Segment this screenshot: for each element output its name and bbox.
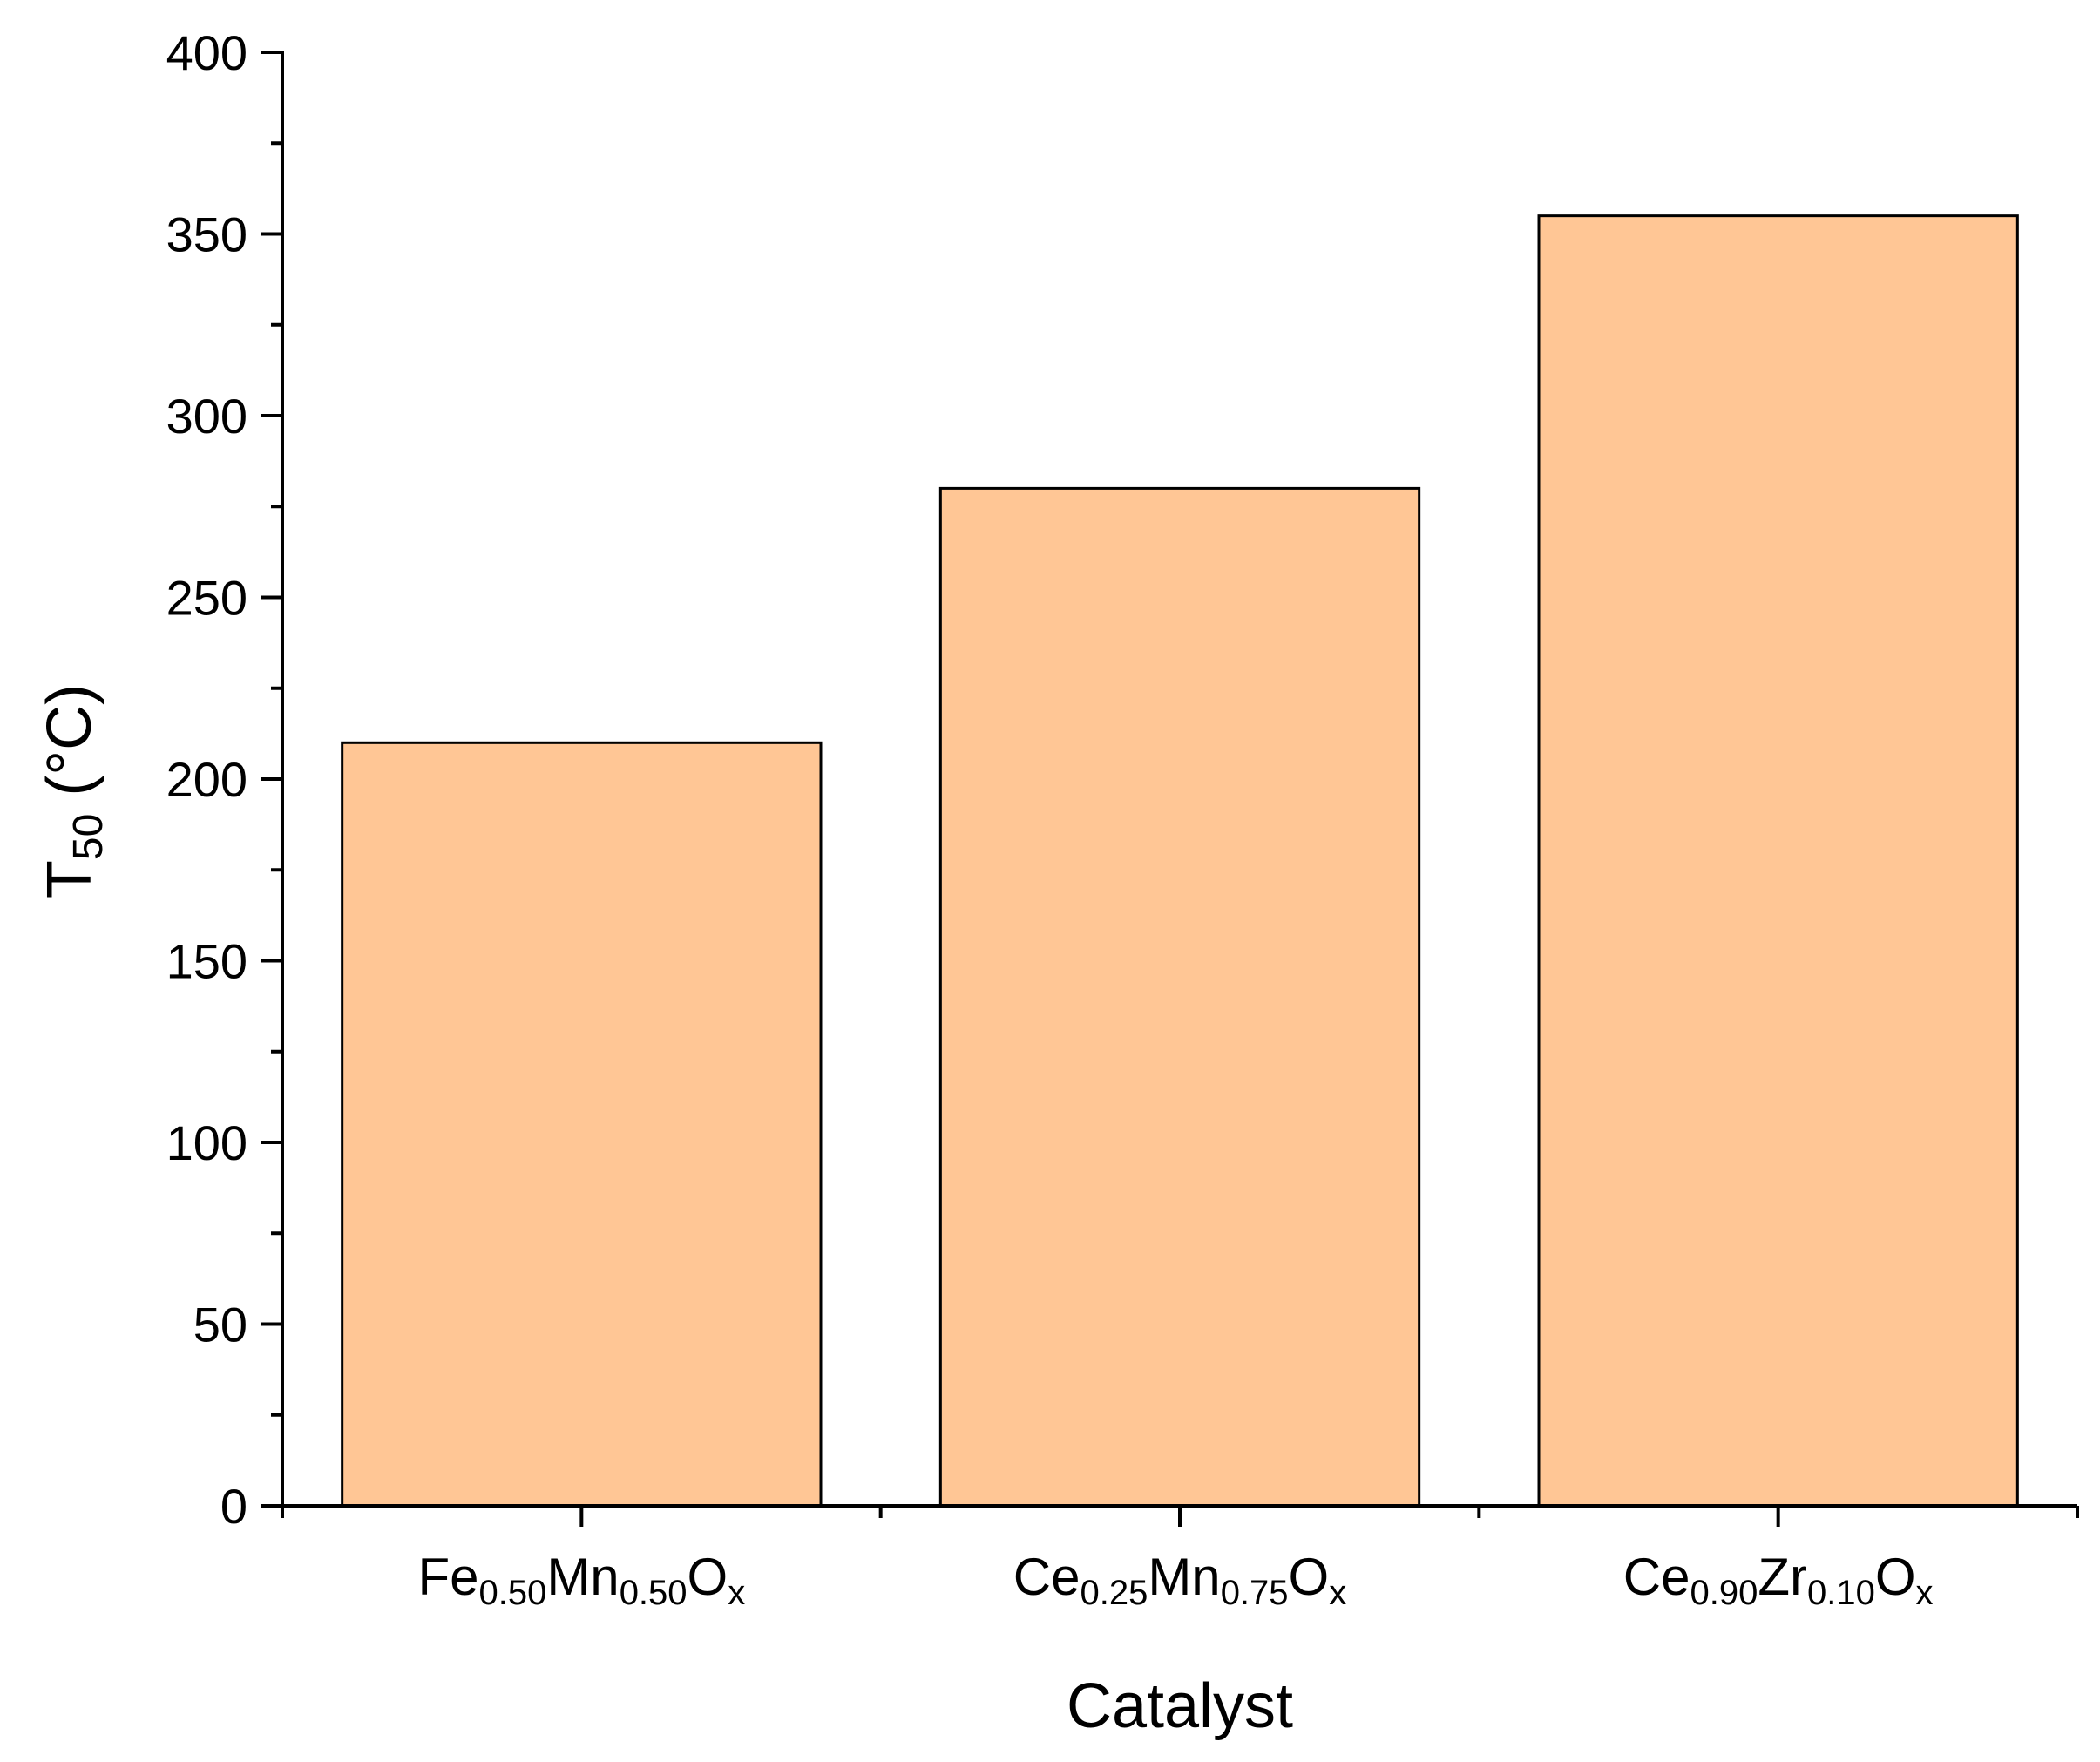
y-tick-label: 100 <box>166 1115 247 1170</box>
axes-layer <box>261 51 2079 1527</box>
x-axis-title: Catalyst <box>1067 1671 1293 1741</box>
y-axis-title: T50 (°C) <box>35 684 112 898</box>
y-tick-label: 0 <box>220 1479 247 1534</box>
y-tick-label: 350 <box>166 207 247 262</box>
y-tick-label: 300 <box>166 389 247 444</box>
bar-1 <box>341 741 823 1508</box>
bar-2 <box>938 486 1421 1508</box>
x-tick-label: Fe0.50Mn0.50Ox <box>417 1548 745 1612</box>
y-tick-label: 150 <box>166 934 247 989</box>
y-tick-label: 50 <box>193 1298 247 1352</box>
y-tick-label: 400 <box>166 25 247 80</box>
labels-layer: 0 50 100 150 200 250 300 350 400 Fe0.50Mn0.50Ox Ce… <box>35 25 1934 1741</box>
bar-3 <box>1537 214 2019 1508</box>
y-tick-label: 200 <box>166 752 247 807</box>
x-tick-label: Ce0.25Mn0.75Ox <box>1013 1548 1346 1612</box>
x-tick-label: Ce0.90Zr0.10Ox <box>1623 1548 1934 1612</box>
y-tick-label: 250 <box>166 571 247 626</box>
bars-layer <box>341 214 2019 1508</box>
